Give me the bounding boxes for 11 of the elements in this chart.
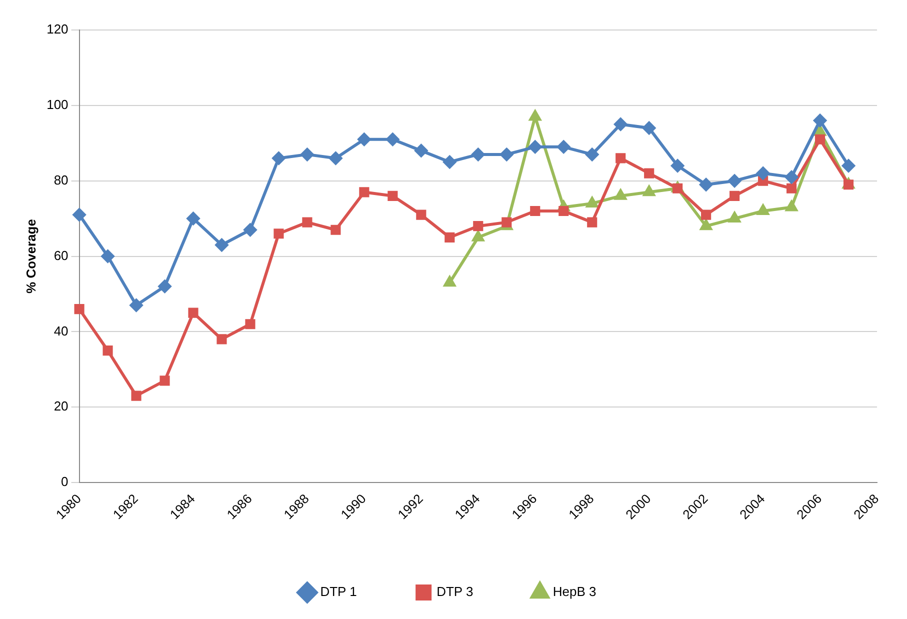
y-tick-label: 20 [54, 398, 68, 414]
legend-label: HepB 3 [552, 584, 596, 600]
y-tick-label: 100 [46, 97, 68, 112]
y-tick-label: 120 [46, 22, 68, 37]
legend-label: DTP 3 [436, 584, 474, 600]
legend-label: DTP 1 [320, 584, 357, 600]
y-tick-label: 80 [54, 172, 68, 188]
y-axis-title: % Coverage [23, 219, 38, 294]
y-tick-label: 40 [54, 323, 68, 338]
y-tick-label: 60 [54, 248, 68, 263]
y-tick-label: 0 [61, 474, 68, 490]
